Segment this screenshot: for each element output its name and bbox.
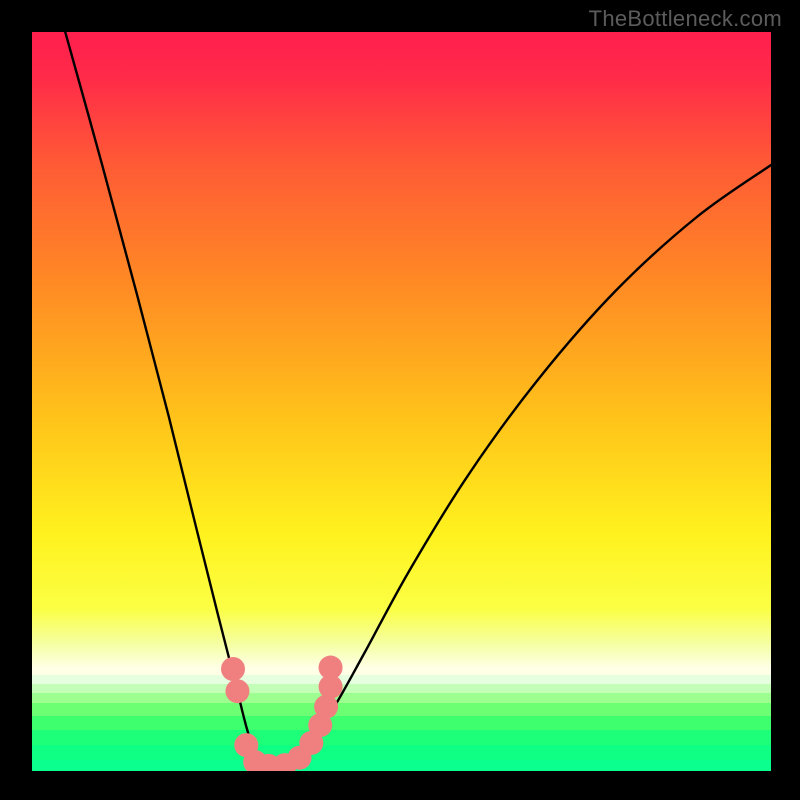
data-marker (314, 695, 338, 719)
watermark-text: TheBottleneck.com (589, 6, 782, 32)
data-marker (221, 657, 245, 681)
data-marker (319, 656, 343, 680)
data-markers (32, 32, 771, 771)
plot-area (32, 32, 771, 771)
data-marker (225, 679, 249, 703)
